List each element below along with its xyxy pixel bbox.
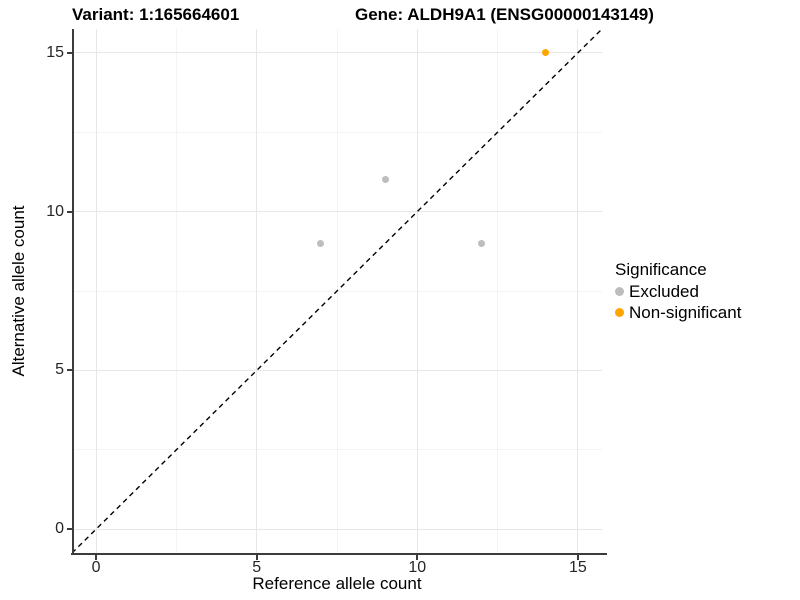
x-tick-label: 10 [408, 559, 427, 576]
y-tick [67, 51, 72, 54]
x-axis-label: Reference allele count [252, 574, 422, 593]
x-tick-label: 0 [91, 559, 101, 576]
legend-label-non-significant: Non-significant [629, 303, 742, 322]
y-tick [67, 210, 72, 213]
data-point-excluded [317, 239, 325, 247]
y-tick-label: 10 [46, 202, 64, 220]
x-tick [416, 555, 419, 560]
x-tick [95, 555, 98, 560]
x-tick-label: 15 [569, 559, 587, 576]
y-tick [67, 528, 72, 531]
x-tick-label: 5 [252, 559, 262, 576]
legend-item-excluded: Excluded [615, 281, 741, 302]
identity-reference-line [72, 29, 602, 553]
x-tick [255, 555, 258, 560]
gridline-major-y [72, 528, 602, 530]
x-tick [576, 555, 579, 560]
non-significant-dot-icon [615, 308, 624, 317]
gridline-major-x [416, 29, 418, 553]
y-tick-label: 5 [55, 361, 64, 379]
gridline-minor-y [72, 449, 602, 451]
gridline-major-x [95, 29, 97, 553]
data-point-excluded [478, 239, 486, 247]
plot-title-variant: Variant: 1:165664601 [72, 5, 240, 24]
y-tick-label: 0 [55, 520, 64, 538]
gridline-minor-y [72, 131, 602, 133]
excluded-dot-icon [615, 287, 624, 296]
gridline-major-y [72, 52, 602, 54]
y-axis-line [72, 29, 74, 555]
gridline-major-x [256, 29, 258, 553]
data-point-excluded [381, 176, 389, 184]
data-point-non-significant [542, 49, 550, 57]
x-axis-line [71, 553, 607, 555]
legend-label-excluded: Excluded [629, 282, 699, 301]
legend-item-non-significant: Non-significant [615, 302, 741, 323]
y-axis-label: Alternative allele count [9, 205, 28, 377]
legend-title: Significance [615, 260, 707, 279]
gridline-major-y [72, 369, 602, 371]
gridline-major-x [577, 29, 579, 553]
gridline-major-y [72, 211, 602, 213]
y-tick-label: 15 [46, 43, 64, 61]
plot-panel [72, 29, 602, 553]
legend: Significance Excluded Non-significant [615, 260, 741, 323]
y-tick [67, 369, 72, 372]
plot-title-gene: Gene: ALDH9A1 (ENSG00000143149) [355, 5, 654, 24]
